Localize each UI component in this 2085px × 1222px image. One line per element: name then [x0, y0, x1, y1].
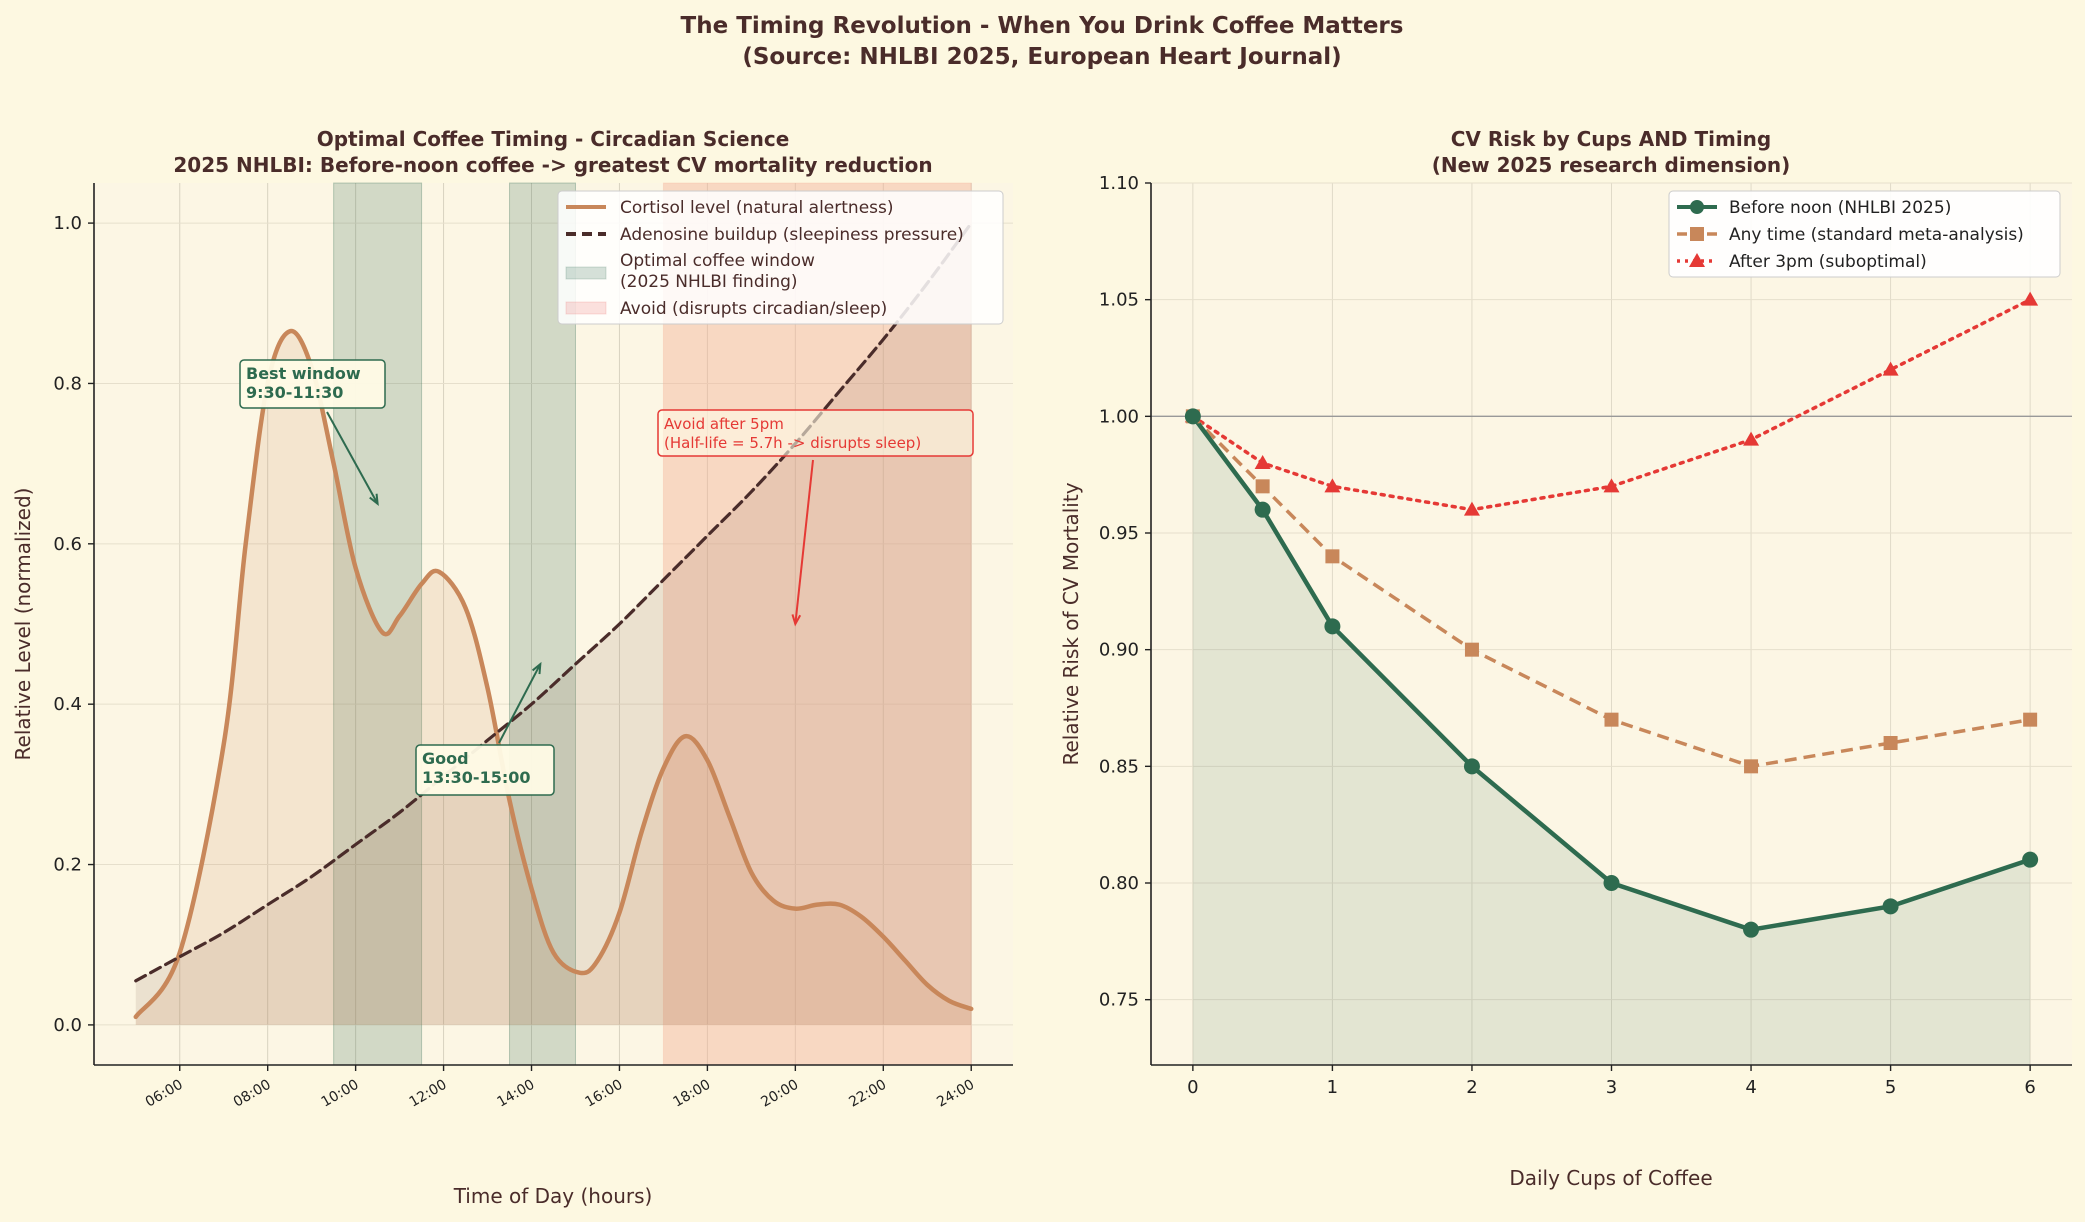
right-legend: Before noon (NHLBI 2025) Any time (standa…	[1668, 190, 2061, 278]
annotation-arrowhead	[369, 493, 379, 506]
annotation-text: Avoid after 5pm	[664, 415, 784, 433]
circadian-chart: 06:00 08:00 10:00 12:00 14:00 16:00 18:00 20:00…	[11, 127, 1013, 1208]
after-3pm-marker	[1463, 501, 1480, 516]
legend-adenosine-label: Adenosine buildup (sleepiness pressure)	[620, 225, 964, 245]
before-noon-marker	[2022, 851, 2039, 868]
after-3pm-marker	[1603, 478, 1620, 493]
legend-before-noon-label: Before noon (NHLBI 2025)	[1729, 198, 1951, 218]
annotation-text: Best window	[246, 364, 361, 383]
left-y-tick-label: 0.6	[53, 534, 82, 555]
adenosine-line	[134, 221, 973, 983]
after-3pm-marker	[1254, 455, 1271, 469]
suptitle-line1: The Timing Revolution - When You Drink C…	[681, 13, 1404, 39]
before-noon-marker	[1882, 898, 1899, 915]
right-x-tick-label: 0	[1187, 1077, 1198, 1098]
right-title: CV Risk by Cups AND Timing	[1451, 127, 1772, 151]
any-time-marker	[1255, 479, 1270, 494]
right-y-tick-label: 0.80	[1099, 873, 1139, 894]
legend-cortisol-label: Cortisol level (natural alertness)	[620, 198, 894, 218]
before-noon-marker	[1254, 501, 1271, 518]
annotation-text: 13:30-15:00	[422, 768, 531, 787]
left-y-tick-label: 0.8	[53, 373, 82, 394]
legend-optimal-label-2: (2025 NHLBI finding)	[620, 272, 798, 292]
right-x-tick-label: 3	[1606, 1077, 1617, 1098]
legend-optimal-swatch	[565, 266, 607, 280]
right-y-tick-label: 0.90	[1099, 640, 1139, 661]
before-noon-marker	[1184, 408, 1201, 425]
right-x-tick-label: 6	[2024, 1077, 2035, 1098]
legend-after-3pm-label: After 3pm (suboptimal)	[1729, 252, 1927, 272]
right-xlabel: Daily Cups of Coffee	[1509, 1166, 1712, 1190]
right-subtitle: (New 2025 research dimension)	[1432, 153, 1791, 177]
annotation-box	[657, 409, 974, 457]
avoid-span	[662, 182, 972, 1066]
any-time-marker	[2023, 712, 2038, 727]
before-noon-line	[1191, 414, 2031, 932]
left-xlabel: Time of Day (hours)	[453, 1184, 653, 1208]
annotation-text: Good	[422, 749, 469, 768]
before-noon-marker	[1463, 758, 1480, 775]
left-legend-box	[557, 190, 1004, 325]
annotation-box	[239, 359, 386, 409]
right-x-tick-label: 4	[1745, 1077, 1756, 1098]
annotation-arrowhead	[791, 614, 802, 627]
right-y-tick-label: 1.10	[1099, 173, 1139, 194]
suptitle-line2: (Source: NHLBI 2025, European Heart Jour…	[742, 44, 1341, 70]
any-time-marker	[1883, 736, 1898, 750]
legend-optimal-label: Optimal coffee window	[620, 251, 815, 271]
left-subtitle: 2025 NHLBI: Before-noon coffee -> greate…	[173, 153, 932, 177]
legend-before-noon-marker	[1690, 200, 1704, 214]
annotation-text: 9:30-11:30	[246, 383, 343, 402]
left-legend: Cortisol level (natural alertness) Adeno…	[557, 190, 1004, 325]
left-title: Optimal Coffee Timing - Circadian Scienc…	[317, 127, 790, 151]
before-noon-marker	[1603, 875, 1620, 891]
after-3pm-marker	[1743, 431, 1760, 446]
left-ylabel: Relative Level (normalized)	[11, 488, 35, 761]
legend-after-3pm-marker	[1689, 253, 1705, 267]
adenosine-fill	[135, 223, 972, 1025]
after-3pm-marker	[1324, 478, 1341, 493]
any-time-line	[1191, 415, 2031, 769]
right-ylabel: Relative Risk of CV Mortality	[1059, 482, 1083, 765]
right-x-tick-label: 2	[1466, 1077, 1477, 1098]
right-y-tick-label: 0.95	[1099, 523, 1139, 544]
annotation-text: (Half-life = 5.7h -> disrupts sleep)	[664, 434, 921, 452]
annotation-box	[415, 744, 555, 796]
left-y-tick-label: 1.0	[53, 213, 82, 234]
right-y-tick-label: 1.00	[1099, 406, 1139, 427]
any-time-marker	[1464, 642, 1479, 657]
legend-any-time-label: Any time (standard meta-analysis)	[1729, 225, 2024, 245]
legend-avoid-label: Avoid (disrupts circadian/sleep)	[620, 299, 887, 319]
any-time-marker	[1604, 712, 1619, 727]
right-y-tick-label: 0.75	[1099, 990, 1139, 1011]
legend-avoid-swatch	[565, 301, 607, 315]
before-noon-marker	[1743, 921, 1760, 938]
after-3pm-marker	[1882, 361, 1899, 376]
right-x-tick-label: 5	[1885, 1077, 1896, 1098]
legend-any-time-marker	[1690, 227, 1704, 241]
left-y-tick-label: 0.2	[53, 855, 82, 876]
right-x-tick-label: 1	[1327, 1077, 1338, 1098]
after-3pm-marker	[2022, 291, 2039, 306]
any-time-marker	[1325, 549, 1340, 564]
annotation-arrow	[326, 411, 379, 505]
before-noon-fill	[1192, 416, 2031, 1065]
before-noon-marker	[1324, 618, 1341, 635]
left-y-tick-label: 0.0	[53, 1015, 82, 1036]
left-y-tick-label: 0.4	[53, 694, 82, 715]
cv-risk-chart: 0 1 2 3 4 5 60.750.800.850.900.951.001.051.10 …	[1059, 127, 2072, 1190]
annotation-arrow	[498, 663, 542, 744]
annotation-arrow	[794, 459, 814, 625]
right-y-tick-label: 0.85	[1099, 756, 1139, 777]
any-time-marker	[1744, 759, 1759, 774]
annotation-arrowhead	[531, 661, 542, 675]
cortisol-line	[133, 328, 974, 1020]
right-legend-box	[1668, 190, 2061, 278]
right-y-tick-label: 1.05	[1099, 290, 1139, 311]
after-3pm-line	[1191, 297, 2032, 512]
